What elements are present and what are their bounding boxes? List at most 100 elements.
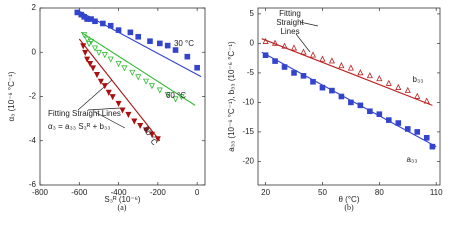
data-point [88, 38, 95, 45]
data-point [338, 93, 345, 100]
data-point [101, 83, 108, 90]
data-point [414, 129, 421, 135]
x-tick-label: 110 [430, 188, 443, 197]
series-label: a₃₃ [407, 155, 418, 164]
data-point [310, 78, 316, 85]
data-point [125, 111, 132, 118]
y-tick-label: -20 [242, 157, 254, 166]
data-point [86, 41, 93, 48]
data-point [194, 64, 200, 71]
data-point [319, 55, 326, 62]
data-point [105, 89, 112, 96]
pointer-arrow [295, 33, 311, 53]
pointer-arrow [299, 21, 319, 27]
data-point [414, 92, 421, 99]
series-label: 60 °C [166, 91, 186, 100]
data-point [115, 60, 122, 68]
annotation: Straight [276, 18, 304, 27]
pointer-arrow [87, 107, 121, 111]
data-point [366, 72, 373, 79]
data-point [281, 42, 288, 49]
data-point [81, 32, 88, 39]
data-point [338, 62, 345, 69]
data-point [109, 94, 116, 101]
x-tick-label: 50 [318, 188, 327, 197]
data-point [97, 78, 104, 85]
data-point [386, 117, 392, 123]
series-label: b₃₃ [413, 75, 424, 84]
data-point [309, 51, 317, 58]
data-point [178, 94, 185, 101]
data-point [115, 27, 122, 33]
data-point [423, 97, 430, 104]
data-point [100, 20, 106, 27]
panel-label: (a) [118, 203, 127, 212]
pointer-arrow [94, 111, 126, 129]
panel-label: (b) [344, 203, 354, 212]
data-point [148, 83, 156, 90]
series-label: 30 °C [174, 39, 194, 48]
x-tick-label: -600 [71, 188, 88, 197]
data-point [376, 75, 383, 82]
data-point [300, 73, 307, 79]
data-point [135, 74, 142, 81]
data-point [115, 100, 122, 107]
data-point [95, 49, 102, 57]
data-point [423, 134, 430, 141]
data-point [89, 65, 97, 72]
data-point [395, 120, 402, 126]
x-tick-label: 0 [195, 188, 200, 197]
data-point [272, 58, 278, 64]
data-point [127, 29, 134, 36]
series-label: 90 °C [141, 125, 159, 147]
data-point [404, 126, 411, 132]
y-tick-label: -6 [29, 180, 37, 189]
x-tick-label: -200 [150, 188, 167, 197]
y-tick-label: 0 [250, 39, 255, 48]
fit-line [77, 9, 202, 78]
data-point [156, 87, 163, 94]
data-point [328, 57, 335, 64]
data-point [357, 69, 364, 76]
y-tick-label: 0 [32, 47, 37, 56]
data-point [367, 108, 373, 115]
y-tick-label: -4 [29, 136, 37, 145]
y-tick-label: -15 [242, 127, 254, 136]
x-tick-label: 80 [375, 188, 384, 197]
y-tick-label: 5 [250, 9, 255, 18]
data-point [131, 118, 138, 125]
data-point [272, 39, 279, 46]
data-point [154, 136, 161, 143]
data-point [143, 78, 150, 85]
x-tick-label: -800 [32, 188, 49, 197]
data-point [107, 22, 114, 29]
data-point [93, 72, 101, 79]
annotation: Lines [280, 27, 299, 36]
data-point [429, 143, 436, 150]
x-axis-label: θ (°C) [339, 195, 360, 204]
data-point [172, 96, 179, 103]
data-point [395, 83, 402, 90]
fit-line [261, 51, 437, 148]
data-point [148, 131, 156, 138]
data-point [80, 43, 87, 50]
annotation: Fitting [279, 9, 301, 18]
data-point [262, 52, 269, 58]
fit-line [78, 38, 161, 142]
data-point [91, 45, 99, 52]
y-tick-label: -5 [247, 68, 255, 77]
data-point [137, 122, 144, 130]
data-point [92, 18, 98, 25]
data-point [347, 64, 354, 71]
data-point [101, 52, 108, 59]
y-axis-label: a₃₃ (10⁻⁶ °C⁻¹), b₃₃ (10⁻⁶ °C⁻¹) [227, 41, 236, 152]
data-point [291, 70, 297, 76]
y-axis-label: α₃ (10⁻⁶ °C⁻¹) [7, 71, 16, 121]
plot-frame [257, 7, 441, 186]
data-point [119, 107, 126, 114]
data-point [164, 91, 171, 99]
y-tick-label: -10 [242, 98, 254, 107]
x-axis-label: S₃ᴿ (10⁻⁶) [104, 195, 141, 204]
x-tick-label: -400 [111, 188, 128, 197]
